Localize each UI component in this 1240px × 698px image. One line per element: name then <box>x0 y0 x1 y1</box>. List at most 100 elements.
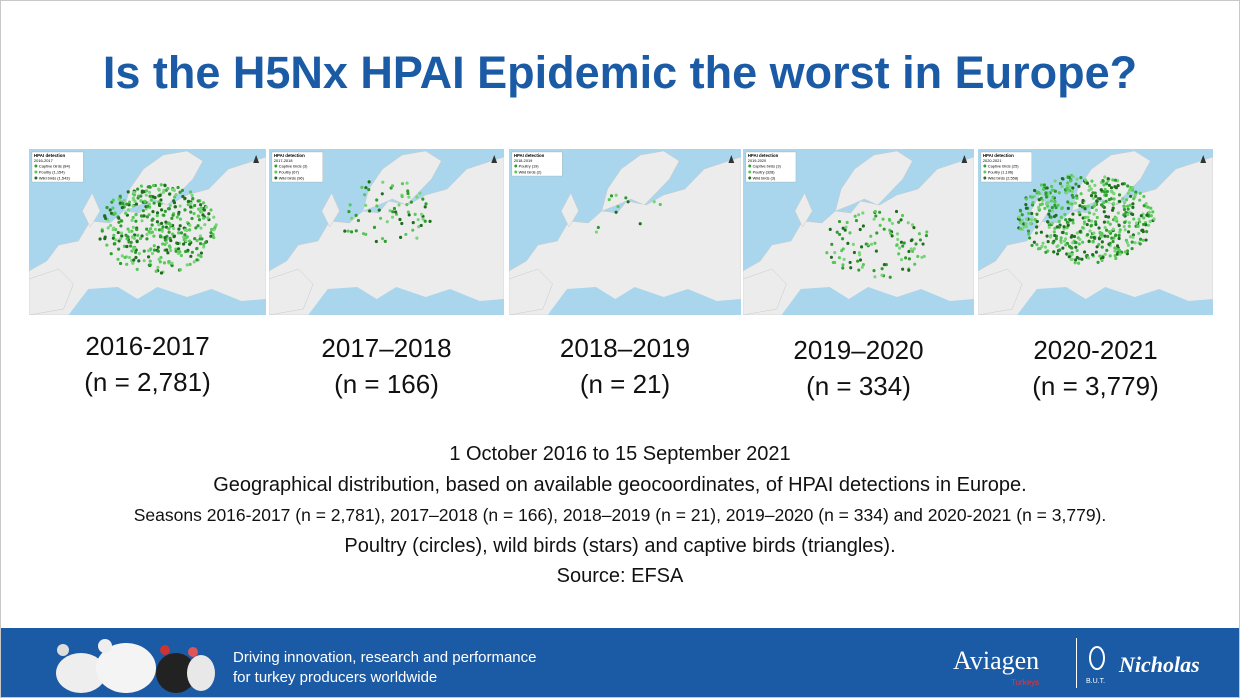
detection-dot <box>861 224 865 228</box>
detection-dot <box>415 236 419 240</box>
detection-dot <box>878 223 882 228</box>
detection-dot <box>1091 253 1095 257</box>
land <box>29 156 266 315</box>
detection-dot <box>189 254 193 258</box>
detection-dot <box>377 208 381 212</box>
detection-dot <box>1108 222 1112 226</box>
detection-dot <box>1054 206 1058 210</box>
detection-dot <box>406 210 410 214</box>
legend-item: Captive birds (25) <box>988 163 1019 168</box>
detection-dot <box>375 204 379 208</box>
detection-dot <box>168 204 172 208</box>
detection-dot <box>1130 246 1134 251</box>
detection-dot <box>888 275 892 279</box>
detection-dot <box>1046 220 1050 224</box>
detection-dot <box>1075 177 1079 181</box>
legend-item: Wild birds (96) <box>279 175 305 180</box>
detection-dot <box>1130 240 1134 244</box>
legend-box <box>745 151 797 183</box>
detection-dot <box>925 230 929 234</box>
detection-dot <box>204 205 208 209</box>
detection-dot <box>171 232 175 236</box>
detection-dot <box>1101 204 1105 208</box>
detection-dot <box>120 205 124 210</box>
detection-dot <box>1036 247 1041 251</box>
sea <box>1017 287 1213 315</box>
detection-dot <box>1065 252 1069 256</box>
detection-dot <box>364 203 368 208</box>
detection-dot <box>1064 237 1068 241</box>
detection-dot <box>1122 213 1126 217</box>
detection-dot <box>1118 228 1122 232</box>
legend-box <box>980 151 1033 183</box>
detection-dot <box>1053 189 1057 193</box>
detection-dot <box>846 241 850 245</box>
detection-dot <box>144 189 149 193</box>
season-years: 2020-2021 <box>1033 335 1158 365</box>
detection-dot <box>1078 230 1082 234</box>
detection-dot <box>1074 258 1078 262</box>
detection-dot <box>904 256 908 260</box>
detection-dot <box>1109 186 1114 190</box>
detection-dot <box>118 261 123 266</box>
detection-dot <box>116 230 120 235</box>
detection-dot <box>109 252 113 256</box>
detection-dot <box>1133 193 1137 197</box>
detection-dot <box>1094 250 1098 254</box>
detection-dot <box>178 204 182 208</box>
detection-dot <box>1061 230 1065 235</box>
detection-dot <box>198 207 202 211</box>
detection-dot <box>397 203 401 207</box>
detection-dot <box>148 259 152 263</box>
detection-dot <box>842 257 846 261</box>
detection-dot <box>163 238 167 242</box>
detection-dot <box>1124 210 1128 215</box>
detection-dot <box>907 257 911 261</box>
detection-dot <box>1067 255 1071 259</box>
detection-dot <box>411 220 415 225</box>
detection-dot <box>134 212 138 217</box>
detection-dot <box>1035 219 1039 224</box>
detection-dot <box>164 241 169 245</box>
detection-dot <box>1144 238 1148 242</box>
detection-dot <box>1038 203 1042 207</box>
detection-dot <box>1146 223 1151 227</box>
detection-dot <box>1053 226 1057 230</box>
detection-dot <box>177 227 181 231</box>
detection-dot <box>1138 198 1142 202</box>
detection-dot <box>423 219 427 223</box>
detection-dot <box>921 242 925 246</box>
detection-dot <box>152 201 156 205</box>
detection-dot <box>1131 235 1135 239</box>
legend-title: HPAI detection <box>274 153 305 158</box>
detection-dot <box>1111 227 1115 231</box>
detection-dot <box>614 210 618 214</box>
detection-dot <box>1120 182 1125 186</box>
detection-dot <box>1070 246 1074 250</box>
but-logo: B.U.T. <box>1086 678 1106 685</box>
detection-dot <box>157 202 162 206</box>
detection-dot <box>169 223 173 227</box>
detection-dot <box>1106 220 1110 224</box>
detection-dot <box>849 266 853 270</box>
detection-dot <box>906 221 910 225</box>
detection-dot <box>147 184 151 189</box>
detection-dot <box>173 195 177 199</box>
detection-dot <box>912 226 916 230</box>
detection-dot <box>122 244 127 248</box>
legend-swatch <box>514 170 518 174</box>
detection-dot <box>388 209 392 213</box>
detection-dot <box>133 250 138 255</box>
detection-dot <box>356 218 361 223</box>
detection-dot <box>872 217 876 221</box>
detection-dot <box>1046 191 1050 195</box>
detection-dot <box>360 185 364 189</box>
detection-dot <box>1098 254 1102 258</box>
detection-dot <box>1024 206 1028 210</box>
detection-dot <box>1117 247 1121 252</box>
detection-dot <box>128 255 132 260</box>
detection-dot <box>98 237 102 241</box>
detection-dot <box>194 226 198 230</box>
detection-dot <box>1107 230 1111 234</box>
detection-dot <box>1152 217 1156 221</box>
